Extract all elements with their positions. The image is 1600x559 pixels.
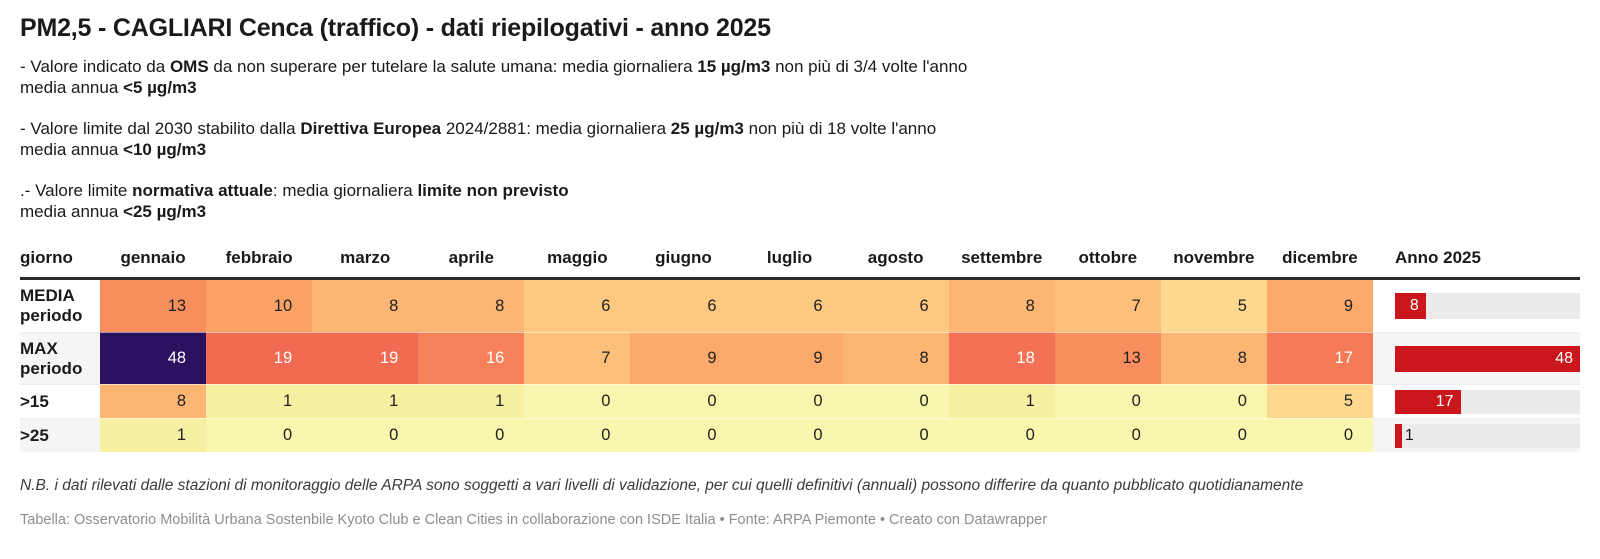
heatmap-cell: 9 [1266,280,1373,332]
source-credits: Tabella: Osservatorio Mobilità Urbana So… [20,512,1048,528]
column-header-febbraio: febbraio [225,248,293,267]
table-header-row: giorno gennaio febbraio marzo aprile maggio g… [20,248,1580,280]
page-title: PM2,5 - CAGLIARI Cenca (traffico) - dati… [20,14,771,42]
heatmap-cell: 13 [1054,332,1161,384]
heatmap-cell: 17 [1266,332,1373,384]
column-header-novembre: novembre [1173,248,1255,267]
annual-bar-cell: 17 [1373,384,1580,418]
heatmap-cell: 18 [948,332,1055,384]
column-header-anno-2025: Anno 2025 [1395,248,1481,267]
heatmap-cell: 0 [1266,418,1373,452]
heatmap-cell: 9 [736,332,843,384]
annual-bar-cell: 8 [1373,280,1580,332]
heatmap-cell: 19 [312,332,419,384]
heatmap-cell: 0 [630,384,737,418]
heatmap-cell: 8 [100,384,207,418]
heatmap-cell: 5 [1266,384,1373,418]
table-row: MEDIA periodo 13 10 8 8 6 6 6 6 8 7 5 9 8 [20,280,1580,332]
heatmap-cell: 0 [1054,384,1161,418]
heatmap-cell: 8 [948,280,1055,332]
heatmap-cell: 7 [1054,280,1161,332]
heatmap-cell: 8 [842,332,949,384]
row-label: MEDIA periodo [20,286,83,325]
heatmap-cell: 1 [948,384,1055,418]
heatmap-cell: 1 [418,384,525,418]
heatmap-cell: 16 [418,332,525,384]
table-row: MAX periodo 48 19 19 16 7 9 9 8 18 13 8 17 48 [20,332,1580,384]
heatmap-cell: 8 [1160,332,1267,384]
annual-bar: 17 [1395,389,1461,414]
note-normativa-attuale: .- Valore limite normativa attuale: medi… [20,181,569,221]
annual-bar: 8 [1395,293,1426,319]
heatmap-cell: 1 [100,418,207,452]
heatmap-cell: 0 [524,418,631,452]
heatmap-cell: 0 [736,418,843,452]
heatmap-cell: 0 [1160,418,1267,452]
heatmap-cell: 6 [630,280,737,332]
heatmap-cell: 0 [312,418,419,452]
annual-bar [1395,423,1402,448]
heatmap-cell: 0 [736,384,843,418]
column-header-marzo: marzo [340,248,391,267]
column-header-giorno: giorno [20,248,73,267]
column-header-ottobre: ottobre [1078,248,1138,267]
heatmap-cell: 0 [206,418,313,452]
heatmap-cell: 6 [842,280,949,332]
column-header-giugno: giugno [655,248,712,267]
annual-bar-label: 1 [1404,426,1414,444]
column-header-dicembre: dicembre [1282,248,1358,267]
heatmap-cell: 0 [948,418,1055,452]
heatmap-cell: 0 [418,418,525,452]
heatmap-cell: 1 [312,384,419,418]
annual-bar-track: 1 [1395,423,1580,448]
column-header-agosto: agosto [867,248,924,267]
heatmap-cell: 1 [206,384,313,418]
table-row: >25 1 0 0 0 0 0 0 0 0 0 0 0 1 [20,418,1580,452]
annual-bar-cell: 1 [1373,418,1580,452]
heatmap-cell: 0 [842,384,949,418]
row-label: >15 [20,384,100,418]
heatmap-cell: 10 [206,280,313,332]
heatmap-cell: 19 [206,332,313,384]
column-header-maggio: maggio [547,248,608,267]
heatmap-cell: 0 [524,384,631,418]
heatmap-cell: 7 [524,332,631,384]
table-body: MEDIA periodo 13 10 8 8 6 6 6 6 8 7 5 9 8 MAX periodo 4… [20,280,1580,452]
heatmap-cell: 8 [418,280,525,332]
table-row: >15 8 1 1 1 0 0 0 0 1 0 0 5 17 [20,384,1580,418]
column-header-luglio: luglio [766,248,813,267]
heatmap-cell: 6 [736,280,843,332]
column-header-gennaio: gennaio [120,248,186,267]
heatmap-cell: 0 [1160,384,1267,418]
heatmap-cell: 13 [100,280,207,332]
column-header-settembre: settembre [961,248,1043,267]
page: PM2,5 - CAGLIARI Cenca (traffico) - dati… [20,14,1580,528]
annual-bar-track: 48 [1395,345,1580,372]
annual-bar-track: 17 [1395,389,1580,414]
column-header-aprile: aprile [448,248,494,267]
heatmap-cell: 0 [630,418,737,452]
heatmap-cell: 6 [524,280,631,332]
heatmap-cell: 9 [630,332,737,384]
annual-bar-track: 8 [1395,293,1580,319]
heatmap-cell: 0 [842,418,949,452]
summary-table: giorno gennaio febbraio marzo aprile maggio g… [20,248,1580,452]
annual-bar-cell: 48 [1373,332,1580,384]
heatmap-cell: 5 [1160,280,1267,332]
validation-note: N.B. i dati rilevati dalle stazioni di m… [20,477,1304,494]
row-label: MAX periodo [20,332,100,384]
heatmap-cell: 0 [1054,418,1161,452]
annual-bar: 48 [1395,345,1580,372]
note-oms: - Valore indicato da OMS da non superare… [20,57,968,97]
heatmap-cell: 48 [100,332,207,384]
row-label: >25 [20,418,100,452]
note-direttiva-europea: - Valore limite dal 2030 stabilito dalla… [20,119,937,159]
heatmap-cell: 8 [312,280,419,332]
